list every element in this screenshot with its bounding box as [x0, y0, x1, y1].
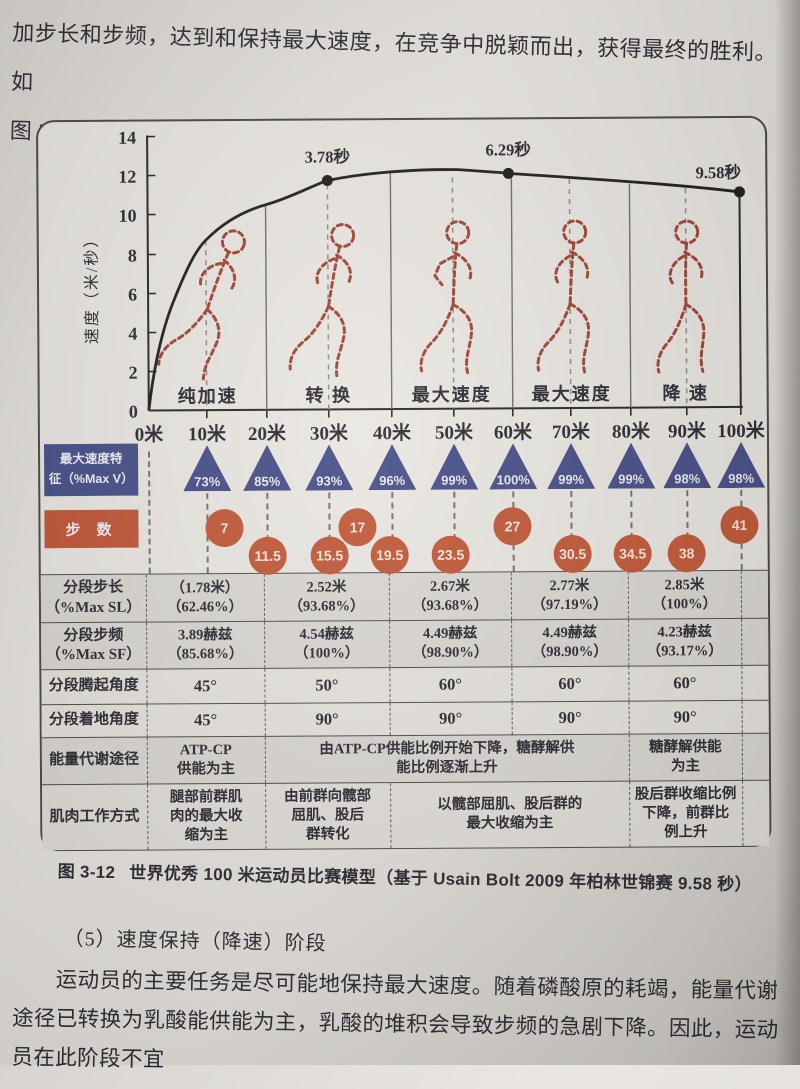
speed-curve-chart: 0 2 4 6 8 10 12 14 速度（米/秒） 0米 10米 20米 — [38, 118, 767, 456]
step-count-circle: 30.5 — [554, 535, 592, 573]
x-tick-label: 40米 — [373, 421, 412, 444]
row-label: 肌肉工作方式 — [42, 784, 147, 850]
runner-figure — [650, 220, 708, 374]
phase-divider — [629, 184, 630, 408]
phase-label: 最大速度 — [532, 383, 612, 404]
segment-metrics-table: 分段步长 （%Max SL） （1.78米） （62.46%） 2.52米 （9… — [41, 570, 770, 850]
step-count-circle: 19.5 — [371, 536, 409, 574]
steps-label: 步 数 — [44, 510, 138, 549]
row-label: 分段步长 （%Max SL） — [41, 574, 146, 623]
finish-line — [739, 192, 740, 407]
y-tick-label: 2 — [128, 363, 137, 383]
time-point-100m — [734, 186, 745, 197]
row-label: 分段步频 （%Max SF） — [41, 622, 146, 670]
guide-dash — [148, 452, 151, 574]
y-tick-label: 14 — [118, 128, 136, 148]
caption-text: 世界优秀 100 米运动员比赛模型（基于 Usain Bolt 2009 年柏林… — [129, 863, 752, 894]
time-annotation: 6.29秒 — [485, 139, 531, 159]
row-label: 分段腾起角度 — [41, 669, 146, 705]
y-tick-label: 0 — [129, 402, 138, 422]
runner-figure — [290, 221, 356, 376]
speed-curve — [147, 168, 740, 411]
time-point-60m — [503, 168, 514, 179]
phase-label: 最大速度 — [412, 383, 492, 404]
table-row-step-length: 分段步长 （%Max SL） （1.78米） （62.46%） 2.52米 （9… — [41, 570, 768, 622]
y-tick-label: 4 — [128, 324, 137, 344]
x-tick-label: 90米 — [668, 419, 707, 442]
y-tick-label: 10 — [119, 206, 137, 226]
phase-label: 转 换 — [305, 384, 352, 405]
phase-label: 纯加速 — [178, 385, 238, 406]
figure-3-12: 0 2 4 6 8 10 12 14 速度（米/秒） 0米 10米 20米 — [36, 116, 771, 851]
y-tick-label: 6 — [128, 285, 137, 305]
x-tick-label: 70米 — [552, 420, 591, 443]
phase-divider — [390, 172, 391, 409]
table-row-energy-pathway: 能量代谢途径 ATP-CP 供能为主 由ATP-CP供能比例开始下降，糖酵解供 … — [42, 733, 769, 784]
section-heading: （5）速度保持（降速）阶段 — [63, 922, 327, 956]
phase-divider — [266, 205, 267, 410]
x-axis — [149, 407, 743, 411]
x-tick-label: 30米 — [310, 421, 349, 444]
x-tick-label: 10米 — [188, 422, 227, 445]
step-count-circle: 38 — [668, 534, 706, 572]
runner-figure — [537, 221, 589, 372]
figure-number: 图 3-12 — [58, 862, 116, 882]
table-row-step-frequency: 分段步频 （%Max SF） 3.89赫兹 （85.68%） 4.54赫兹 （1… — [41, 618, 768, 669]
time-point-30m — [322, 175, 333, 186]
x-tick-label: 60米 — [494, 420, 533, 443]
step-count-circle: 17 — [338, 508, 376, 546]
step-count-circle: 34.5 — [614, 534, 652, 572]
x-tick-label: 50米 — [435, 421, 474, 444]
step-count-circle: 27 — [493, 507, 531, 545]
x-tick-label: 0米 — [135, 422, 165, 445]
body-paragraph: 运动员的主要任务是尽可能地保持最大速度。随着磷酸原的耗竭，能量代谢 途径已转换为… — [11, 960, 793, 1089]
phase-label: 降 速 — [662, 382, 709, 403]
book-page: 加步长和步频，达到和保持最大速度，在竞争中脱颖而出，获得最终的胜利。如 图 3-… — [0, 0, 800, 1065]
y-axis-title: 速度（米/秒） — [83, 230, 102, 345]
y-axis — [147, 136, 149, 411]
y-tick-label: 12 — [118, 167, 136, 187]
step-count-circle: 15.5 — [311, 536, 349, 574]
phase-divider — [511, 174, 512, 408]
table-row-muscle-work: 肌肉工作方式 腿部前群肌 肉的最大收 缩为主 由前群向髋部 屈肌、股后 群转化 … — [42, 780, 769, 849]
step-count-circle: 7 — [205, 509, 243, 547]
time-annotation: 3.78秒 — [304, 146, 350, 166]
row-label: 能量代谢途径 — [42, 737, 147, 785]
runner-figure — [420, 222, 472, 373]
x-tick-label: 80米 — [612, 419, 651, 442]
table-row-takeoff-angle: 分段腾起角度 45° 50° 60° 60° 60° — [41, 665, 768, 704]
figure-caption: 图 3-12 世界优秀 100 米运动员比赛模型（基于 Usain Bolt 20… — [58, 857, 778, 896]
step-count-circle: 23.5 — [432, 536, 470, 574]
max-speed-feature-label: 最大速度特 征（%Max V） — [44, 444, 138, 497]
table-row-landing-angle: 分段着地角度 45° 90° 90° 90° 90° — [42, 700, 769, 737]
row-label: 分段着地角度 — [42, 704, 147, 738]
x-tick-label: 20米 — [248, 422, 287, 445]
y-tick-label: 8 — [128, 246, 137, 266]
step-count-circle: 11.5 — [249, 537, 287, 575]
time-annotation: 9.58秒 — [696, 162, 742, 182]
x-tick-label: 100米 — [717, 419, 766, 442]
step-count-circle: 41 — [720, 506, 758, 544]
